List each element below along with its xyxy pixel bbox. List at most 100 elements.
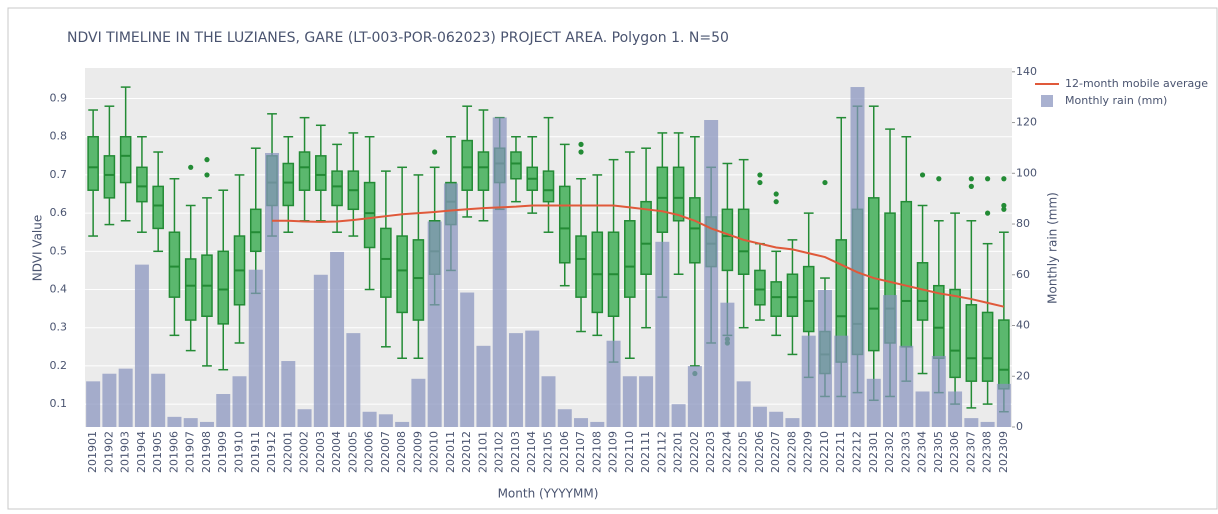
y-axis-title: NDVI Value <box>31 215 45 282</box>
x-tick-label: 202206 <box>753 431 766 473</box>
box <box>103 155 116 199</box>
y-tick-label: 0.8 <box>50 130 68 143</box>
x-axis-title: Month (YYYYMM) <box>498 487 599 501</box>
outlier <box>968 176 974 182</box>
x-tick-label: 202303 <box>899 431 912 473</box>
x-tick-label: 201903 <box>119 431 132 473</box>
box <box>786 273 799 317</box>
rain-bar <box>167 416 182 427</box>
x-tick-label: 202012 <box>460 431 473 473</box>
rain-bar <box>411 378 426 427</box>
x-tick-label: 202204 <box>720 431 733 473</box>
box <box>754 269 766 306</box>
rain-bar <box>769 411 784 427</box>
outlier <box>1001 202 1007 209</box>
box <box>282 162 295 207</box>
legend-swatch <box>1041 95 1053 107</box>
outlier <box>919 172 926 178</box>
box <box>412 239 425 321</box>
rain-bar <box>948 391 963 427</box>
y2-axis-title: Monthly rain (mm) <box>1046 192 1060 304</box>
x-tick-label: 201902 <box>102 431 115 473</box>
x-tick-label: 201905 <box>151 431 164 473</box>
box <box>770 281 782 317</box>
x-tick-label: 202109 <box>607 431 620 473</box>
rain-bar <box>752 406 767 427</box>
x-tick-label: 201901 <box>86 431 99 473</box>
rain-bar <box>427 221 442 427</box>
x-tick-label: 202006 <box>363 431 376 473</box>
y-tick-label: 0.3 <box>50 321 68 334</box>
y-tick-label: 0.5 <box>50 244 68 257</box>
rain-bar <box>265 152 280 428</box>
box <box>867 197 880 352</box>
outlier <box>757 172 763 178</box>
outlier <box>757 179 763 186</box>
x-tick-label: 201904 <box>135 431 148 473</box>
x-tick-label: 201909 <box>216 431 229 473</box>
outlier <box>188 164 194 170</box>
rain-bar <box>671 404 686 427</box>
rain-bar <box>443 183 458 427</box>
x-tick-label: 202111 <box>639 431 652 473</box>
outlier <box>432 149 438 155</box>
rain-bar <box>460 292 475 427</box>
x-tick-label: 202210 <box>818 431 831 473</box>
x-tick-label: 202004 <box>330 431 343 473</box>
x-tick-label: 202209 <box>802 431 815 473</box>
rain-bar <box>736 381 751 427</box>
box <box>542 170 555 203</box>
box <box>249 208 262 253</box>
outlier <box>773 191 779 197</box>
y2-tick-label: 80 <box>1016 217 1030 230</box>
box <box>510 151 522 180</box>
rain-bar <box>899 345 914 427</box>
x-tick-label: 202207 <box>769 431 782 473</box>
x-tick-label: 202003 <box>314 431 327 473</box>
rain-bar <box>492 117 507 427</box>
y2-tick-label: 60 <box>1016 268 1030 281</box>
x-tick-label: 202102 <box>493 431 506 473</box>
rain-bar <box>330 251 345 427</box>
rain-bar <box>151 373 166 427</box>
box <box>656 166 669 233</box>
x-tick-label: 201907 <box>184 431 197 473</box>
x-tick-label: 202008 <box>395 431 408 473</box>
rain-bar <box>574 418 589 427</box>
x-tick-label: 202010 <box>428 431 441 473</box>
x-tick-label: 202112 <box>655 431 668 473</box>
rain-bar <box>590 421 605 427</box>
x-tick-label: 202304 <box>916 431 929 473</box>
x-tick-label: 202002 <box>298 431 311 473</box>
rain-bar <box>508 333 523 427</box>
y-tick-label: 0.6 <box>50 206 68 219</box>
box <box>87 135 99 191</box>
x-tick-label: 202305 <box>932 431 945 473</box>
box <box>981 311 994 382</box>
rain-bar <box>817 289 832 427</box>
rain-bar <box>557 409 572 427</box>
x-tick-label: 202211 <box>834 431 847 473</box>
x-tick-label: 202005 <box>346 431 359 473</box>
box <box>949 288 961 379</box>
x-tick-label: 201910 <box>233 431 246 473</box>
rain-bar <box>639 376 654 427</box>
legend-label: Monthly rain (mm) <box>1065 94 1167 107</box>
moving-average-line <box>272 204 1005 308</box>
y2-tick-label: 120 <box>1016 116 1037 129</box>
box <box>933 284 945 360</box>
x-tick-label: 202301 <box>867 431 880 473</box>
x-tick-label: 202203 <box>704 431 717 473</box>
rain-bar <box>362 411 377 427</box>
rain-bar <box>622 376 637 427</box>
y2-tick-label: 40 <box>1016 319 1030 332</box>
rain-bar <box>980 421 995 427</box>
box <box>380 227 392 298</box>
box <box>168 231 181 298</box>
rain-bar <box>785 418 800 427</box>
box <box>672 166 685 222</box>
rain-bar <box>915 391 930 427</box>
x-tick-label: 202201 <box>672 431 685 473</box>
rain-bar <box>183 418 198 427</box>
x-tick-label: 202307 <box>964 431 977 473</box>
